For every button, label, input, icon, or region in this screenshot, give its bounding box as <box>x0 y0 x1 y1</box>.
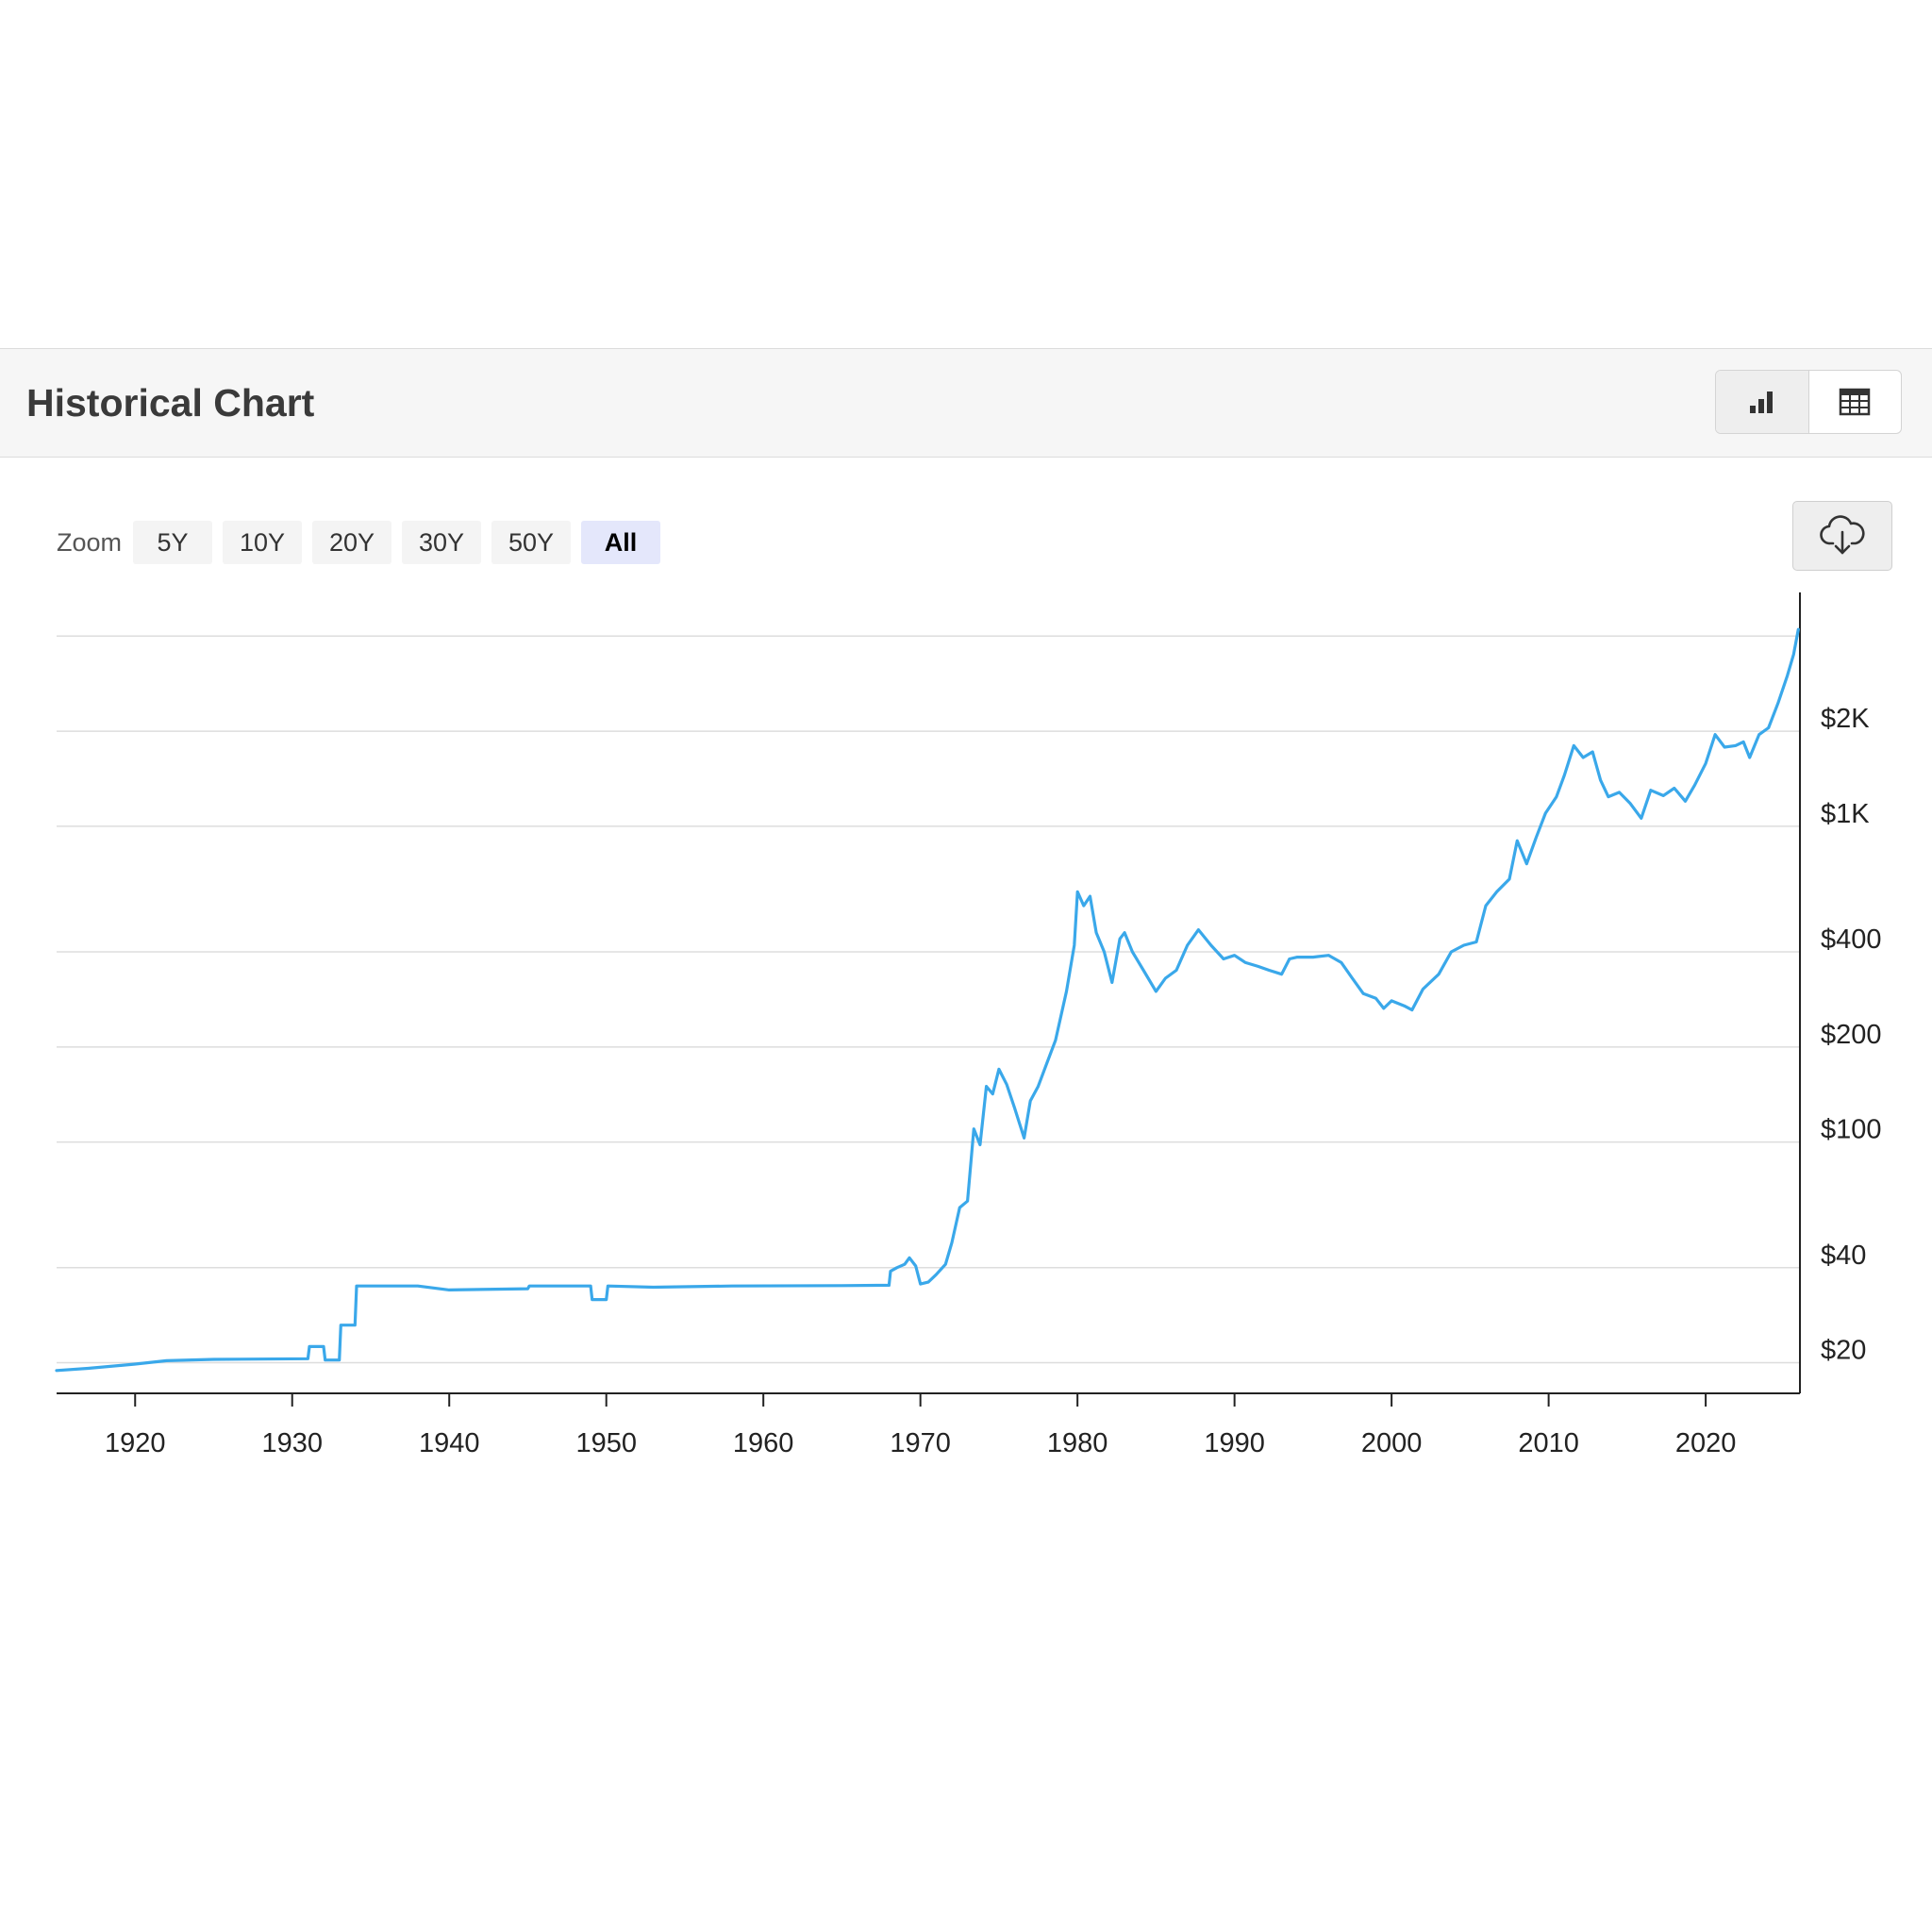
y-tick-label: $100 <box>1821 1115 1882 1145</box>
zoom-controls: Zoom 5Y 10Y 20Y 30Y 50Y All <box>57 521 671 564</box>
view-toggle <box>1715 370 1902 434</box>
zoom-50y-button[interactable]: 50Y <box>491 521 572 564</box>
x-tick-label: 2000 <box>1361 1428 1423 1458</box>
x-tick-label: 1940 <box>419 1428 480 1458</box>
chart-panel-header: Historical Chart <box>0 348 1932 458</box>
series-layer <box>55 627 1800 1373</box>
x-tick-label: 1920 <box>105 1428 166 1458</box>
y-tick-label: $400 <box>1821 924 1882 955</box>
y-tick-label: $20 <box>1821 1336 1866 1366</box>
price-series-line <box>55 627 1800 1373</box>
y-tick-label: $1K <box>1821 799 1870 829</box>
y-tick-label: $200 <box>1821 1020 1882 1050</box>
page-title: Historical Chart <box>26 381 315 425</box>
x-tick-label: 1970 <box>890 1428 951 1458</box>
zoom-20y-button[interactable]: 20Y <box>312 521 392 564</box>
axes <box>57 592 1801 1394</box>
gridlines <box>57 635 1800 1364</box>
zoom-label: Zoom <box>57 527 123 557</box>
x-tick-labels: 1920 1930 1940 1950 1960 1970 1980 1990 2000 2010… <box>105 1393 1736 1458</box>
table-grid-icon <box>1840 388 1871 416</box>
download-button[interactable] <box>1792 501 1892 571</box>
cloud-download-icon <box>1820 515 1865 555</box>
x-tick-label: 2010 <box>1518 1428 1579 1458</box>
x-tick-label: 1930 <box>261 1428 323 1458</box>
zoom-10y-button[interactable]: 10Y <box>223 521 303 564</box>
x-tick-label: 1960 <box>733 1428 794 1458</box>
y-tick-label: $2K <box>1821 704 1870 734</box>
zoom-all-button[interactable]: All <box>581 521 661 564</box>
x-tick-label: 2020 <box>1675 1428 1737 1458</box>
bar-chart-icon <box>1749 391 1773 413</box>
y-tick-label: $40 <box>1821 1241 1866 1271</box>
zoom-30y-button[interactable]: 30Y <box>402 521 482 564</box>
x-tick-label: 1950 <box>575 1428 637 1458</box>
x-tick-label: 1990 <box>1204 1428 1265 1458</box>
y-tick-labels: $20 $40 $100 $200 $400 $1K $2K <box>1821 704 1882 1365</box>
table-view-button[interactable] <box>1807 371 1902 433</box>
chart-view-button[interactable] <box>1716 371 1808 433</box>
zoom-5y-button[interactable]: 5Y <box>133 521 213 564</box>
x-tick-label: 1980 <box>1047 1428 1108 1458</box>
